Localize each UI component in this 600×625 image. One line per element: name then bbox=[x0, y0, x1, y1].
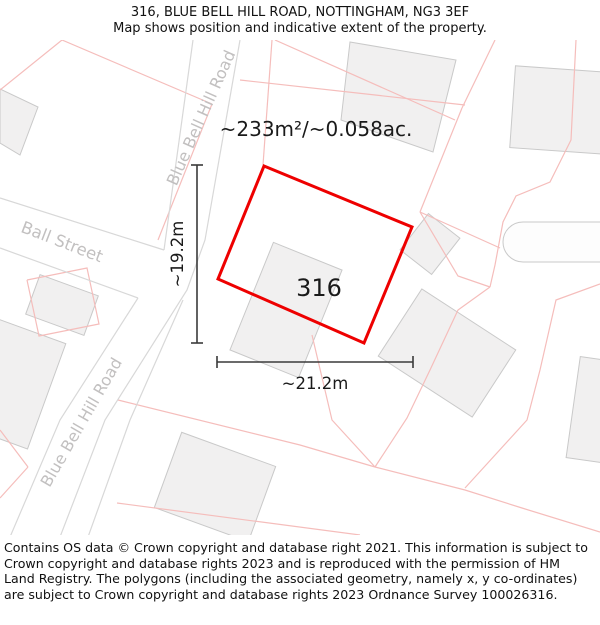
road-edge bbox=[0, 247, 139, 299]
buildings bbox=[0, 41, 600, 535]
width-dimension: ~21.2m bbox=[216, 356, 414, 393]
property-boundary-316 bbox=[216, 164, 414, 345]
parcel-line bbox=[461, 40, 496, 109]
parcel-line bbox=[419, 107, 463, 213]
parcel-line bbox=[117, 399, 376, 468]
road-edge bbox=[60, 40, 241, 535]
building-stadium bbox=[502, 221, 600, 263]
parcel-line bbox=[239, 79, 466, 106]
parcel-line bbox=[374, 466, 600, 533]
map-header: 316, BLUE BELL HILL ROAD, NOTTINGHAM, NG… bbox=[0, 0, 600, 40]
building bbox=[565, 356, 600, 464]
plot-number-label: 316 bbox=[296, 274, 342, 302]
height-dimension: ~19.2m bbox=[168, 164, 203, 344]
parcel-line bbox=[419, 211, 501, 249]
building bbox=[509, 65, 600, 155]
building bbox=[0, 88, 39, 156]
parcel-line bbox=[311, 334, 376, 468]
parcel-line bbox=[157, 103, 213, 241]
page-subtitle: Map shows position and indicative extent… bbox=[113, 21, 487, 36]
parcel-line bbox=[0, 429, 29, 468]
road-edge bbox=[88, 299, 184, 535]
parcel-lines bbox=[0, 40, 600, 535]
parcel-line bbox=[61, 40, 213, 105]
road-lines bbox=[0, 40, 241, 535]
parcel-line bbox=[419, 211, 491, 288]
road-edge bbox=[0, 197, 165, 251]
parcel-line bbox=[274, 40, 456, 121]
road-edge bbox=[163, 40, 194, 251]
parcel-line bbox=[0, 40, 63, 91]
page-title: 316, BLUE BELL HILL ROAD, NOTTINGHAM, NG… bbox=[130, 5, 470, 20]
width-dimension-label: ~21.2m bbox=[282, 374, 349, 393]
parcel-line bbox=[116, 502, 361, 535]
building bbox=[25, 274, 99, 336]
area-label: ~233m²/~0.058ac. bbox=[220, 117, 413, 141]
building bbox=[153, 431, 277, 535]
copyright-notice: Contains OS data © Crown copyright and d… bbox=[0, 535, 600, 625]
parcel-line bbox=[464, 283, 600, 489]
building bbox=[340, 41, 457, 153]
property-map: ~19.2m ~21.2m ~233m²/~0.058ac. 316 Blue Bell… bbox=[0, 40, 600, 535]
road-edge bbox=[10, 297, 139, 535]
parcel-line bbox=[489, 40, 577, 288]
parcel-line bbox=[262, 40, 273, 166]
parcel-line bbox=[374, 286, 491, 468]
height-dimension-label: ~19.2m bbox=[168, 221, 187, 288]
building bbox=[0, 316, 67, 450]
parcel-line bbox=[0, 466, 29, 499]
building bbox=[377, 288, 517, 418]
